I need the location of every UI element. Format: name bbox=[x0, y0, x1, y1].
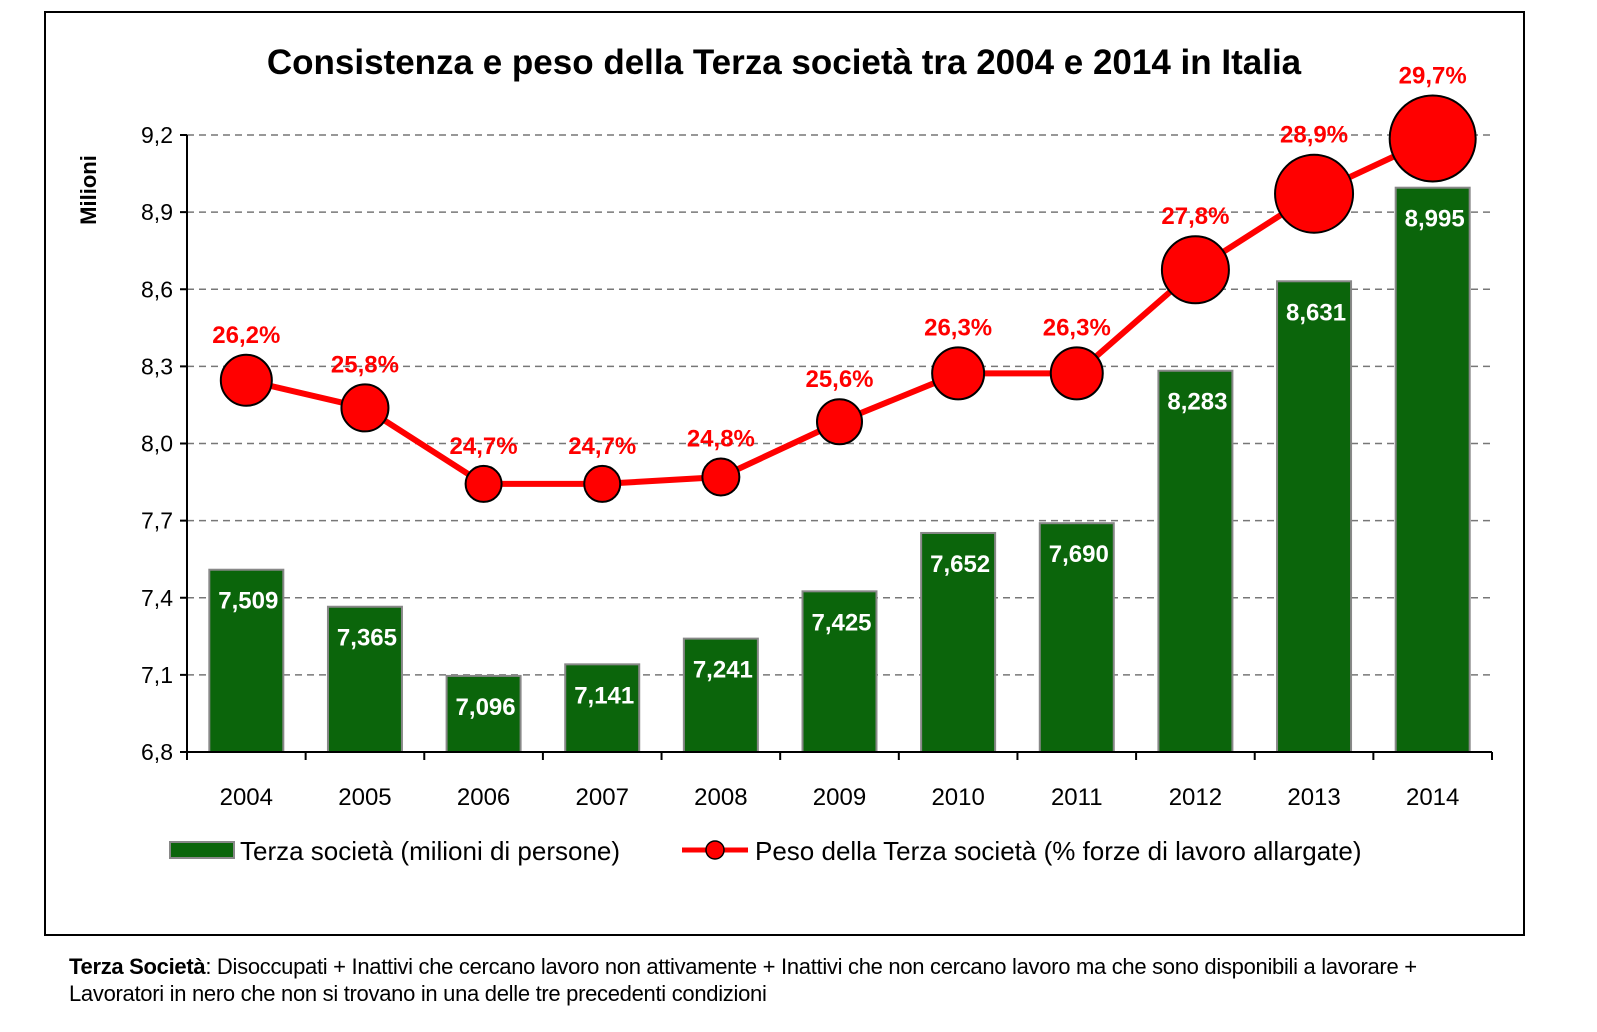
bar-value-label: 7,141 bbox=[574, 682, 634, 709]
line-value-label: 24,7% bbox=[568, 433, 636, 460]
legend-line-label: Peso della Terza società (% forze di lav… bbox=[755, 836, 1362, 866]
line-marker bbox=[1049, 346, 1104, 401]
bar-value-label: 7,690 bbox=[1049, 541, 1109, 568]
bar-value-label: 8,631 bbox=[1286, 299, 1346, 326]
y-tick-label: 8,9 bbox=[141, 199, 173, 225]
bar-value-label: 8,283 bbox=[1167, 389, 1227, 416]
x-tick-label: 2008 bbox=[694, 784, 747, 811]
line-marker bbox=[1274, 153, 1355, 234]
y-tick-label: 7,1 bbox=[141, 662, 173, 688]
legend-bar-label: Terza società (milioni di persone) bbox=[240, 836, 620, 866]
bar-value-label: 7,509 bbox=[218, 588, 278, 615]
line-marker bbox=[219, 353, 273, 407]
y-tick-label: 6,8 bbox=[141, 739, 173, 765]
bar bbox=[1276, 280, 1353, 753]
legend-bar-swatch bbox=[169, 841, 235, 859]
x-tick-label: 2010 bbox=[931, 784, 984, 811]
line-value-label: 26,3% bbox=[1043, 314, 1111, 341]
x-tick-label: 2014 bbox=[1406, 784, 1459, 811]
bar bbox=[445, 674, 522, 753]
line-value-label: 28,9% bbox=[1280, 122, 1348, 149]
x-tick-label: 2013 bbox=[1287, 784, 1340, 811]
bar bbox=[682, 637, 759, 753]
footnote: Terza Società: Disoccupati + Inattivi ch… bbox=[69, 953, 1489, 1007]
bar bbox=[801, 590, 878, 754]
bar-value-label: 7,425 bbox=[811, 609, 871, 636]
bar bbox=[326, 605, 403, 754]
line-marker bbox=[1160, 235, 1230, 305]
y-tick-label: 8,6 bbox=[141, 276, 173, 302]
bar-value-label: 7,096 bbox=[456, 694, 516, 721]
line-marker bbox=[701, 457, 741, 497]
line-value-label: 24,8% bbox=[687, 426, 755, 453]
legend: Terza società (milioni di persone) Peso … bbox=[169, 836, 1362, 866]
bar-value-label: 7,652 bbox=[930, 551, 990, 578]
x-tick-label: 2012 bbox=[1169, 784, 1222, 811]
bar-value-label: 8,995 bbox=[1405, 206, 1465, 233]
x-tick-label: 2005 bbox=[338, 784, 391, 811]
bar bbox=[1394, 186, 1471, 753]
y-axis-label: Milioni bbox=[76, 155, 101, 225]
line-marker bbox=[1388, 94, 1477, 183]
y-tick-label: 7,4 bbox=[141, 585, 173, 611]
chart-title: Consistenza e peso della Terza società t… bbox=[267, 43, 1302, 82]
x-tick-label: 2004 bbox=[220, 784, 273, 811]
bar bbox=[564, 663, 641, 754]
line-value-label: 24,7% bbox=[450, 433, 518, 460]
y-tick-label: 8,3 bbox=[141, 353, 173, 379]
line-value-label: 26,2% bbox=[212, 322, 280, 349]
x-tick-label: 2006 bbox=[457, 784, 510, 811]
line-value-label: 25,8% bbox=[331, 351, 399, 378]
footnote-definition: : Disoccupati + Inattivi che cercano lav… bbox=[69, 954, 1417, 1006]
line-marker bbox=[464, 464, 503, 503]
x-tick-label: 2007 bbox=[576, 784, 629, 811]
footnote-term: Terza Società bbox=[69, 954, 206, 979]
line-value-label: 26,3% bbox=[924, 314, 992, 341]
line-value-label: 25,6% bbox=[805, 366, 873, 393]
bar bbox=[1157, 369, 1234, 753]
line-marker bbox=[340, 383, 390, 433]
line-marker bbox=[583, 464, 622, 503]
line-value-label: 27,8% bbox=[1161, 203, 1229, 230]
y-tick-label: 7,7 bbox=[141, 508, 173, 534]
y-tick-label: 9,2 bbox=[141, 122, 173, 148]
bar-value-label: 7,241 bbox=[693, 657, 753, 684]
x-tick-label: 2011 bbox=[1051, 784, 1103, 811]
line-value-label: 29,7% bbox=[1399, 62, 1467, 89]
bar bbox=[1038, 522, 1115, 754]
bar-value-label: 7,365 bbox=[337, 625, 397, 652]
x-tick-label: 2009 bbox=[813, 784, 866, 811]
line-marker bbox=[816, 398, 863, 446]
line-marker bbox=[931, 346, 986, 401]
legend-marker bbox=[705, 840, 725, 860]
bar bbox=[920, 531, 997, 754]
y-tick-label: 8,0 bbox=[141, 431, 173, 457]
